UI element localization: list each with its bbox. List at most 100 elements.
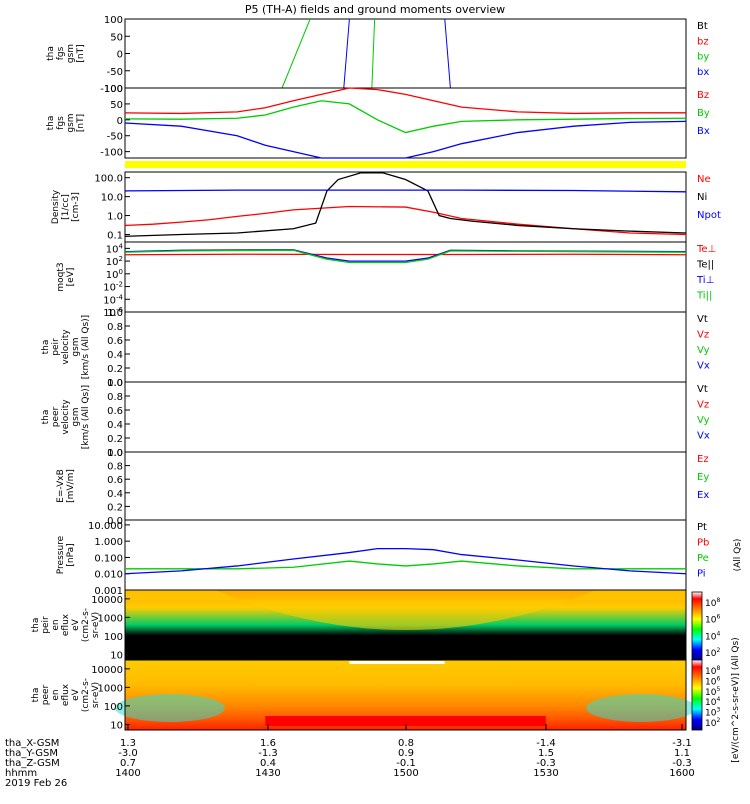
y-tick-label: 0.100 xyxy=(94,553,123,564)
legend-entry: Ex xyxy=(697,490,709,501)
x-tick-label: 0.9 xyxy=(398,748,414,759)
panel-frame xyxy=(124,451,687,521)
y-axis-label: peir xyxy=(41,616,51,634)
x-tick-label: -1.4 xyxy=(536,738,556,749)
y-tick-label: 1.0 xyxy=(107,308,123,319)
y-tick-label: 10.0 xyxy=(101,193,123,204)
y-tick-label: 10000 xyxy=(91,665,123,676)
y-axis-label: Pressure xyxy=(56,535,66,574)
y-tick-label: 0.4 xyxy=(107,420,123,431)
legend-entry: Te|| xyxy=(696,260,714,271)
x-tick-label: 0.4 xyxy=(260,758,276,769)
y-axis-label: velocity xyxy=(61,329,71,365)
panel-fgs: 100 50 0 -50 -100 tha fgs gsm [nT] Bt bz by bx xyxy=(46,15,709,95)
panel-peir-spectrogram: 10000 1000 100 10 tha peir en eflux eV (cm2-s-sr-… xyxy=(31,589,687,661)
x-tick-label: -3.0 xyxy=(118,748,138,759)
y-tick-label: 0.4 xyxy=(107,489,123,500)
y-tick-label: -100 xyxy=(100,148,123,159)
panel-frame xyxy=(124,18,687,89)
y-axis-label: E=-VxB xyxy=(56,469,66,503)
series-line xyxy=(124,249,687,264)
y-tick-label: 0.2 xyxy=(107,364,123,375)
x-tick-label: -0.3 xyxy=(536,758,556,769)
y-tick-label: 100 xyxy=(104,84,123,95)
legend-entry: bx xyxy=(697,67,709,78)
y-tick-label: 10-6 xyxy=(103,306,123,319)
series-line xyxy=(124,87,686,115)
y-tick-label: 10 xyxy=(110,720,123,731)
y-tick-label: 1.0 xyxy=(107,212,123,223)
x-tick-label: -1.3 xyxy=(258,748,278,759)
y-axis-label: gsm xyxy=(66,113,76,132)
x-tick-label: -0.3 xyxy=(672,758,692,769)
colorbar-tick-label: 104 xyxy=(705,630,720,642)
y-axis-label: [1/cc] xyxy=(61,194,71,220)
panel-peer-spectrogram: 10000 1000 100 10 tha peer en eflux eV (cm2-s-sr-… xyxy=(31,659,697,731)
y-axis-label: eV xyxy=(71,618,81,631)
spectrogram-left-patch xyxy=(114,694,225,722)
y-tick-label: 100 xyxy=(104,15,123,26)
legend-entry: Vy xyxy=(697,415,710,426)
y-tick-label: 0.0 xyxy=(107,448,123,459)
x-tick-label: 1600 xyxy=(669,768,694,779)
series-line xyxy=(371,18,376,89)
y-axis-label: tha xyxy=(46,116,56,131)
legend-entry: Bt xyxy=(697,21,708,32)
y-tick-label: 0.8 xyxy=(107,462,123,473)
y-axis-label: Density xyxy=(51,189,61,224)
series-line xyxy=(124,253,687,256)
y-axis-label: (cm2-s- xyxy=(81,678,91,712)
y-tick-label: 0.001 xyxy=(94,586,123,597)
y-axis-label: gsm xyxy=(71,337,81,356)
legend-entry: Ne xyxy=(697,174,711,185)
y-axis-label: [nT] xyxy=(76,114,86,132)
spectrogram-low-band xyxy=(265,716,546,726)
y-tick-label: 0.0 xyxy=(107,516,123,527)
y-axis-label: tha xyxy=(31,618,41,633)
legend-entry: Ez xyxy=(697,454,709,465)
legend-entry: bz xyxy=(697,36,709,47)
y-tick-label: 1.0 xyxy=(107,378,123,389)
spectrogram-right-patch xyxy=(586,694,697,722)
legend-entry: Npot xyxy=(697,210,721,221)
y-axis-label: velocity xyxy=(61,399,71,435)
legend-entry: By xyxy=(697,108,710,119)
panel-efield: 1.0 0.8 0.6 0.4 0.2 0.0 E=-VxB [mV/m] Ez Ey Ex xyxy=(56,448,709,527)
y-tick-label: 0.2 xyxy=(107,502,123,513)
y-tick-label: -50 xyxy=(107,132,123,143)
panel-fgs-extended: 100 50 0 -50 -100 tha fgs gsm [nT] Bz By Bx xyxy=(46,84,710,159)
series-line xyxy=(444,18,451,89)
series-line xyxy=(124,547,687,575)
y-axis-label: sr-eV) xyxy=(91,612,101,638)
panel-pressure: 10.000 1.000 0.100 0.010 0.001 Pressure [nPa] P… xyxy=(56,519,743,597)
spectrogram-dark-core xyxy=(185,635,626,660)
colorbar-tick-label: 102 xyxy=(705,717,720,729)
colorbar-tick-label: 108 xyxy=(705,597,720,609)
legend-entry: Vx xyxy=(697,361,710,372)
spectrogram-top-streak xyxy=(349,661,445,664)
legend-entry: Vz xyxy=(697,330,709,341)
y-axis-label: tha xyxy=(41,410,51,425)
legend-entry: Pb xyxy=(697,538,709,549)
y-axis-label: peir xyxy=(51,338,61,356)
legend-entry: by xyxy=(697,52,709,63)
y-axis-label: fgs xyxy=(56,116,66,130)
y-tick-label: 50 xyxy=(110,32,123,43)
y-tick-label: 1000 xyxy=(98,613,123,624)
y-axis-label: en xyxy=(51,689,61,700)
x-tick-label: 1530 xyxy=(533,768,558,779)
legend-entry: Bz xyxy=(697,90,709,101)
x-tick-label: 1.5 xyxy=(538,748,554,759)
y-axis-label: tha xyxy=(41,340,51,355)
legend-entry: Vt xyxy=(697,384,708,395)
legend-entry: Bx xyxy=(697,126,710,137)
x-row-label: tha_Z-GSM xyxy=(5,758,60,769)
x-tick-label: 1.6 xyxy=(260,738,276,749)
colorbar-tick-label: 105 xyxy=(705,686,720,698)
quality-flag-bar xyxy=(125,161,686,168)
y-axis-label: eflux xyxy=(61,683,71,706)
legend-entry: Vy xyxy=(697,345,710,356)
y-tick-label: 0.6 xyxy=(107,406,123,417)
